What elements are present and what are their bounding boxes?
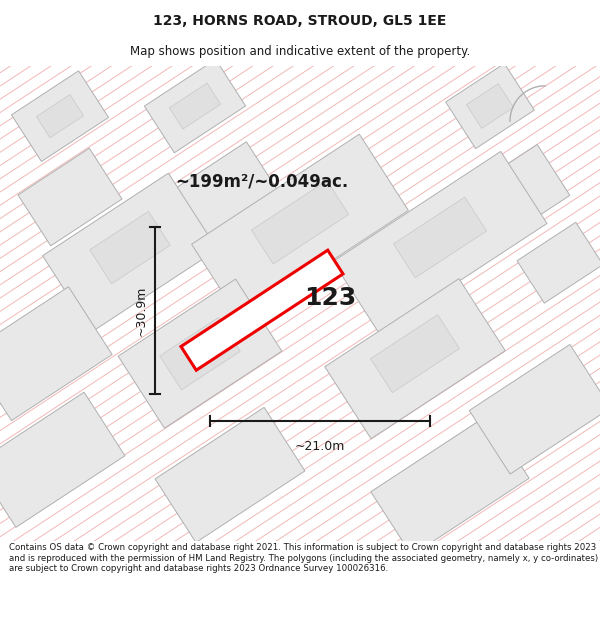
- Text: ~21.0m: ~21.0m: [295, 439, 345, 452]
- Text: Map shows position and indicative extent of the property.: Map shows position and indicative extent…: [130, 44, 470, 58]
- Polygon shape: [37, 94, 83, 138]
- Polygon shape: [371, 415, 529, 556]
- Polygon shape: [181, 250, 343, 370]
- Text: ~30.9m: ~30.9m: [134, 286, 148, 336]
- Polygon shape: [470, 144, 570, 239]
- Polygon shape: [169, 83, 221, 129]
- Polygon shape: [325, 279, 505, 439]
- Polygon shape: [469, 344, 600, 474]
- Polygon shape: [155, 408, 305, 542]
- Polygon shape: [466, 84, 514, 128]
- Polygon shape: [18, 148, 122, 246]
- Polygon shape: [90, 211, 170, 284]
- Polygon shape: [517, 222, 600, 303]
- Polygon shape: [118, 279, 282, 428]
- Polygon shape: [251, 181, 349, 264]
- Polygon shape: [394, 197, 487, 278]
- Polygon shape: [145, 59, 245, 152]
- Polygon shape: [160, 318, 240, 390]
- Polygon shape: [333, 151, 547, 334]
- Text: ~199m²/~0.049ac.: ~199m²/~0.049ac.: [175, 173, 348, 191]
- Polygon shape: [191, 134, 409, 321]
- Polygon shape: [446, 64, 535, 149]
- Polygon shape: [0, 287, 112, 421]
- Polygon shape: [43, 173, 217, 332]
- Polygon shape: [371, 315, 460, 392]
- Text: 123, HORNS ROAD, STROUD, GL5 1EE: 123, HORNS ROAD, STROUD, GL5 1EE: [154, 14, 446, 28]
- Polygon shape: [171, 142, 279, 242]
- Text: 123: 123: [304, 286, 356, 310]
- Text: Contains OS data © Crown copyright and database right 2021. This information is : Contains OS data © Crown copyright and d…: [9, 543, 598, 573]
- Polygon shape: [0, 392, 125, 528]
- Polygon shape: [11, 71, 109, 161]
